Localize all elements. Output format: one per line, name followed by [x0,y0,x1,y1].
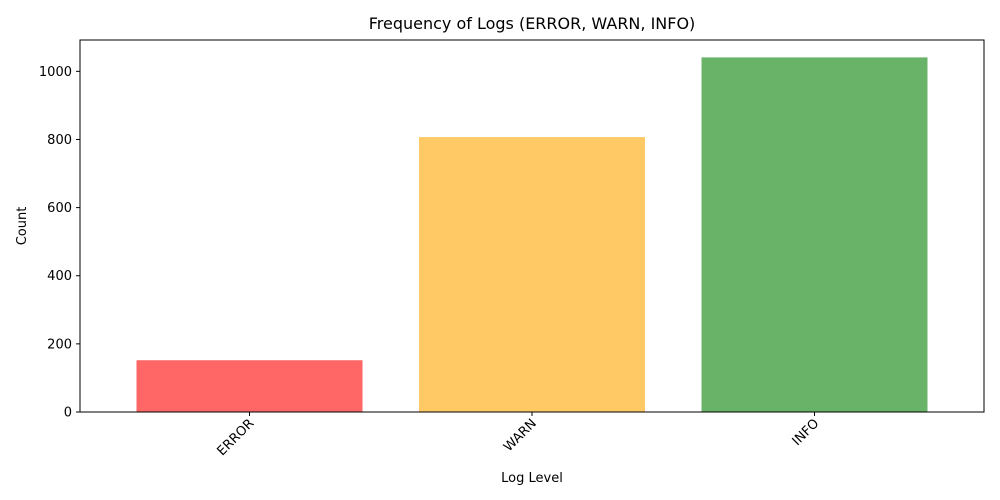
bar-info [701,57,928,412]
y-tick-label: 800 [47,133,72,148]
bar-warn [419,137,645,413]
x-axis-label: Log Level [501,471,563,486]
x-tick-label-error: ERROR [215,416,258,459]
y-tick-label: 600 [47,201,72,216]
bars-group [136,57,928,413]
y-tick-label: 1000 [39,65,72,80]
bar-error [136,360,363,412]
y-tick-label: 200 [47,337,72,352]
x-tick-label-warn: WARN [501,416,540,455]
x-tick-label-info: INFO [790,416,823,449]
y-tick-label: 400 [47,269,72,284]
x-axis: ERROR WARN INFO [215,412,823,459]
y-axis-label: Count [15,207,30,246]
y-axis: 0 200 400 600 800 1000 [39,65,80,421]
chart-title: Frequency of Logs (ERROR, WARN, INFO) [369,14,696,33]
plot-frame [79,39,985,413]
y-tick-label: 0 [64,406,72,421]
